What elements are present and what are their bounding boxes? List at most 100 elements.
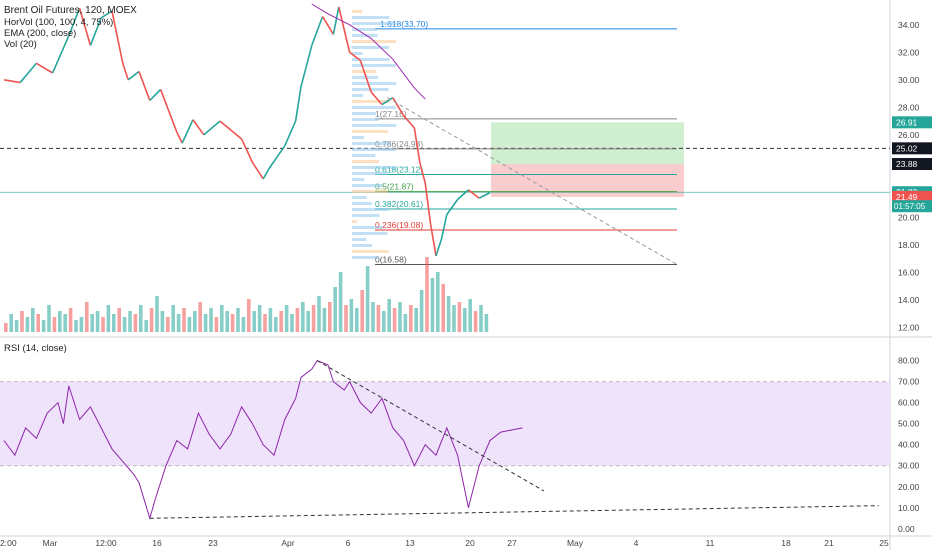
price-segment	[192, 119, 205, 136]
price-segment	[100, 10, 113, 19]
rsi-tick-label: 10.00	[898, 503, 920, 513]
price-tick-label: 18.00	[898, 240, 920, 250]
rsi-tick-label: 60.00	[898, 398, 920, 408]
countdown-box	[892, 200, 932, 213]
price-segment	[127, 70, 140, 81]
price-segment	[159, 89, 178, 133]
price-box-label-long_level: 23.88	[896, 159, 918, 169]
time-tick-label: May	[567, 538, 584, 548]
ema-legend[interactable]: EMA (200, close)	[4, 28, 77, 39]
chart-title: Brent Oil Futures, 120, MOEX	[4, 5, 137, 16]
volume-bar	[392, 308, 397, 332]
price-segment	[138, 71, 151, 101]
price-segment	[176, 131, 183, 144]
volume-bar	[166, 317, 170, 332]
horvol-bar	[352, 184, 383, 187]
horvol-bar	[352, 100, 391, 103]
price-segment	[294, 86, 302, 122]
horvol-bar	[352, 208, 389, 211]
volume-bar	[252, 311, 256, 332]
price-segment	[181, 119, 194, 144]
volume-bar	[338, 272, 343, 332]
horvol-bar	[352, 124, 397, 127]
fib-level-label: 0.786(24.98)	[375, 139, 423, 149]
volume-bar	[209, 308, 213, 332]
fib-level-label: 0.618(23.12)	[375, 164, 423, 174]
volume-bar	[144, 320, 148, 332]
time-tick-label: 11	[706, 538, 715, 548]
time-tick-label: Apr	[281, 538, 294, 548]
price-box-label-ema_marker: 26.91	[896, 117, 918, 127]
volume-bar	[365, 266, 370, 332]
time-tick-label: 23	[208, 538, 218, 548]
price-tick-label: 30.00	[898, 75, 920, 85]
horvol-legend[interactable]: HorVol (100, 100, 4, 75%)	[4, 17, 114, 28]
volume-bar	[149, 308, 154, 332]
fib-level-label: 1(27.16)	[375, 109, 407, 119]
rsi-trend-line-1	[149, 505, 879, 519]
volume-bar	[112, 314, 116, 332]
horvol-bar	[352, 130, 389, 133]
time-tick-label: 25	[879, 538, 889, 548]
price-segment	[424, 182, 432, 225]
volume-bar	[414, 308, 418, 332]
volume-bar	[187, 317, 192, 332]
volume-bar	[436, 272, 440, 332]
price-segment	[240, 138, 254, 163]
volume-bar	[128, 311, 132, 332]
fib-level-label: 0.236(19.08)	[375, 220, 423, 230]
rsi-tick-label: 0.00	[898, 524, 915, 534]
volume-bar	[274, 317, 278, 332]
price-segment	[219, 120, 243, 140]
price-segment	[267, 145, 286, 170]
rsi-tick-label: 20.00	[898, 482, 920, 492]
volume-bar	[9, 314, 13, 332]
price-segment	[435, 239, 443, 257]
volume-bar	[41, 320, 46, 332]
volume-bar	[182, 308, 186, 332]
volume-bar	[14, 320, 19, 332]
rsi-legend[interactable]: RSI (14, close)	[4, 343, 67, 354]
time-tick-label: 2:00	[0, 538, 17, 548]
horvol-bar	[352, 250, 389, 253]
price-segment	[392, 97, 405, 116]
price-segment	[381, 97, 394, 106]
volume-bar	[236, 308, 240, 332]
volume-bar	[155, 296, 159, 332]
horvol-bar	[352, 220, 357, 223]
volume-bar	[74, 320, 78, 332]
volume-bar	[430, 278, 435, 332]
vol-legend[interactable]: Vol (20)	[4, 39, 37, 50]
horvol-bar	[352, 214, 380, 217]
price-tick-label: 16.00	[898, 267, 920, 277]
volume-bar	[79, 317, 84, 332]
horvol-bar	[352, 190, 388, 193]
price-segment	[349, 51, 361, 62]
price-box-stop_level	[892, 190, 932, 203]
price-segment	[338, 6, 351, 53]
horvol-bar	[352, 46, 390, 49]
fib-level-label: 0.5(21.87)	[375, 182, 414, 192]
time-tick-label: 21	[824, 538, 834, 548]
volume-bar	[122, 317, 127, 332]
price-box-dashed_level	[892, 142, 932, 155]
volume-bar	[290, 314, 294, 332]
volume-bar	[117, 308, 121, 332]
horvol-bar	[352, 34, 378, 37]
price-segment	[203, 120, 221, 136]
price-tick-label: 26.00	[898, 130, 920, 140]
volume-bar	[171, 305, 175, 332]
volume-bar	[311, 305, 316, 332]
volume-bar	[419, 290, 424, 332]
volume-bar	[90, 314, 94, 332]
time-tick-label: Mar	[43, 538, 58, 548]
price-segment	[149, 88, 162, 102]
volume-bar	[403, 314, 408, 332]
volume-bar	[225, 311, 229, 332]
volume-bar	[371, 302, 375, 332]
volume-bar	[295, 308, 300, 332]
volume-bar	[214, 317, 219, 332]
volume-bar	[20, 311, 24, 332]
